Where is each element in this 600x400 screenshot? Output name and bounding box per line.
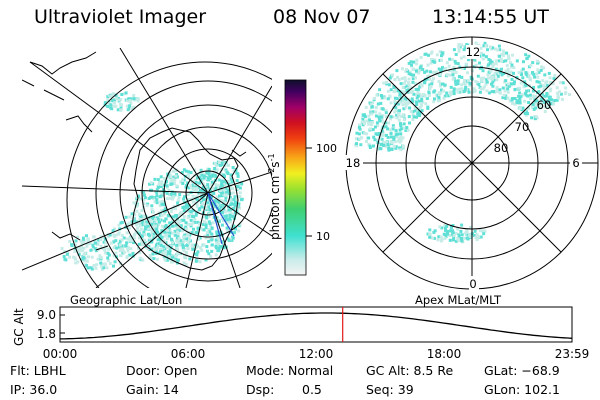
time-label: 13:14:55 UT bbox=[432, 6, 549, 28]
apex-map bbox=[343, 36, 599, 290]
ip-readout: IP: 36.0 bbox=[10, 382, 58, 397]
geographic-map bbox=[22, 48, 272, 288]
geographic-caption: Geographic Lat/Lon bbox=[70, 293, 182, 307]
apex-caption: Apex MLat/MLT bbox=[415, 293, 502, 307]
glat-readout: GLat: −68.9 bbox=[484, 363, 560, 378]
xtick-0000: 00:00 bbox=[43, 347, 78, 361]
mlat-label-70: 70 bbox=[515, 120, 530, 134]
mlat-label-60: 60 bbox=[537, 98, 552, 112]
svg-text:GC Alt: GC Alt bbox=[12, 308, 26, 346]
colorbar-tick-100: 100 bbox=[316, 142, 337, 155]
seq-readout: Seq: 39 bbox=[366, 382, 414, 397]
dsp-value: 0.5 bbox=[302, 382, 322, 397]
instrument-title: Ultraviolet Imager bbox=[34, 6, 207, 28]
altitude-curve bbox=[60, 312, 573, 340]
mode-value: Normal bbox=[288, 363, 334, 378]
filter-readout: Flt: LBHL bbox=[10, 363, 66, 378]
xtick-1200: 12:00 bbox=[299, 347, 334, 361]
ytick-1-8: 1.8 bbox=[37, 327, 56, 341]
gain-readout: Gain: 14 bbox=[126, 382, 179, 397]
colorbar-ticks bbox=[306, 147, 312, 237]
xtick-2359: 23:59 bbox=[555, 347, 590, 361]
mode-label: Mode: bbox=[246, 363, 285, 378]
timeline-axis-label: GC Alt bbox=[12, 308, 26, 346]
mlt-label-6: 6 bbox=[572, 156, 579, 170]
unit-base: photon cm bbox=[268, 176, 282, 240]
aurora-emission-right bbox=[354, 41, 571, 244]
aurora-emission-left bbox=[60, 91, 244, 271]
colorbar-unit-label: photon cm-2s-1 bbox=[267, 153, 282, 240]
dsp-label: Dsp: bbox=[246, 382, 275, 397]
xtick-0600: 06:00 bbox=[171, 347, 206, 361]
ytick-9: 9.0 bbox=[37, 308, 56, 322]
unit-mid: s bbox=[268, 161, 282, 167]
xtick-1800: 18:00 bbox=[427, 347, 462, 361]
date-label: 08 Nov 07 bbox=[273, 6, 371, 28]
colorbar bbox=[284, 79, 307, 276]
orbit-timeline bbox=[59, 306, 573, 343]
colorbar-tick-10: 10 bbox=[316, 230, 330, 243]
mlat-label-80: 80 bbox=[494, 141, 509, 155]
door-readout: Door: Open bbox=[126, 363, 198, 378]
mlt-label-18: 18 bbox=[346, 156, 361, 170]
unit-exp1: -2 bbox=[267, 168, 276, 176]
glon-readout: GLon: 102.1 bbox=[484, 382, 560, 397]
gc-alt-readout: GC Alt: 8.5 Re bbox=[366, 363, 454, 378]
unit-exp2: -1 bbox=[267, 153, 276, 161]
svg-text:photon cm-2s-1: photon cm-2s-1 bbox=[267, 153, 282, 240]
mlt-label-0: 0 bbox=[469, 277, 476, 291]
mlt-label-12: 12 bbox=[466, 45, 481, 59]
